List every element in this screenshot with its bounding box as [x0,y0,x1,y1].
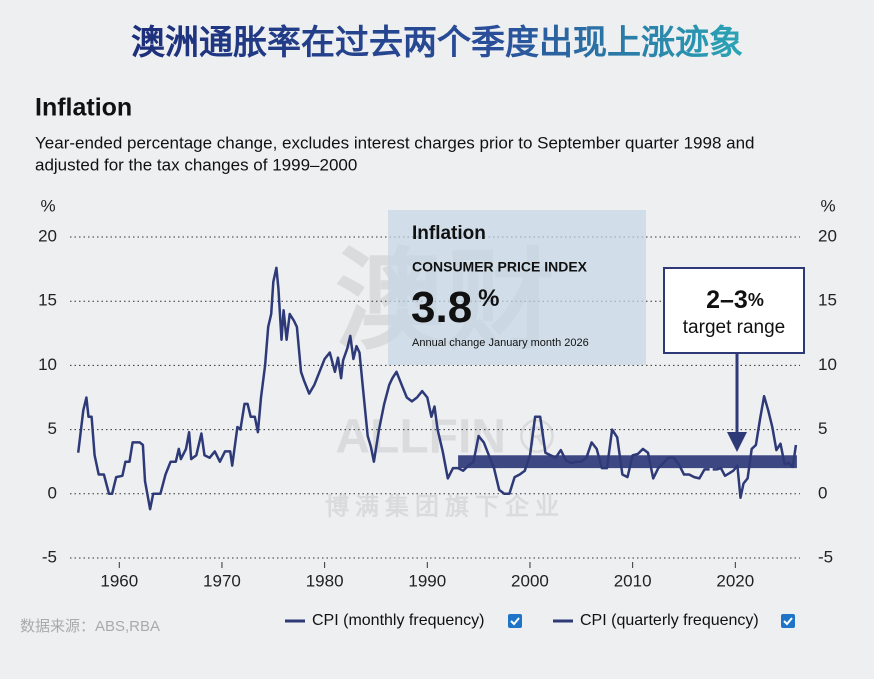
y-tick-label-right: 20 [818,226,837,245]
x-tick-label: 1970 [203,571,241,590]
callout-headline: 2–3% [706,286,764,314]
subtitle: adjusted for the tax changes of 1999–200… [35,155,357,174]
y-unit: % [820,196,835,215]
y-tick-label-right: 10 [818,355,837,374]
y-unit: % [40,196,55,215]
y-tick-label: 15 [38,291,57,310]
inset-value: 3.8 [411,283,472,332]
y-tick-label-right: 15 [818,291,837,310]
x-tick-label: 2020 [716,571,754,590]
callout-arrowhead [727,432,747,452]
checkbox-box [781,614,795,628]
watermark-sub: 博满集团旗下企业 [325,492,565,520]
x-tick-label: 1990 [408,571,446,590]
y-tick-label-right: 0 [818,483,827,502]
legend-checkbox[interactable] [781,614,795,628]
target-band [458,455,797,469]
x-tick-label: 2010 [614,571,652,590]
legend-checkbox[interactable] [508,614,522,628]
legend-label: CPI (quarterly frequency) [580,612,759,629]
checkbox-check [783,617,793,626]
y-tick-label: 5 [48,419,57,438]
y-tick-label: 0 [48,483,57,502]
subtitle: Year-ended percentage change, excludes i… [35,133,755,152]
x-tick-label: 1980 [306,571,344,590]
inset-label: CONSUMER PRICE INDEX [412,259,588,275]
inset-headline: 3.8% [411,283,500,332]
callout-value: 2–3 [706,286,748,314]
series-line [712,394,798,499]
callout-unit: % [748,290,764,310]
series-line [76,266,710,511]
x-tick-label: 1960 [100,571,138,590]
source: 数据来源：ABS,RBA [20,618,160,635]
legend: CPI (monthly frequency) CPI (quarterly fr… [285,612,795,629]
x-tick-label: 2000 [511,571,549,590]
checkbox-box [508,614,522,628]
y-tick-label: -5 [42,547,57,566]
chart-title: Inflation [35,94,132,122]
checkbox-check [510,617,520,626]
inset-box [388,210,646,365]
inset-unit: % [478,285,499,312]
callout-text: target range [683,317,785,338]
y-tick-label-right: -5 [818,547,833,566]
callout-box [663,267,805,354]
legend-label: CPI (monthly frequency) [312,612,485,629]
inset-note: Annual change January month 2026 [412,337,589,349]
inset-title: Inflation [412,223,486,244]
banner-title: 澳洲通胀率在过去两个季度出现上涨迹象 [131,24,743,62]
y-tick-label-right: 5 [818,419,827,438]
y-tick-label: 10 [38,355,57,374]
y-tick-label: 20 [38,226,57,245]
